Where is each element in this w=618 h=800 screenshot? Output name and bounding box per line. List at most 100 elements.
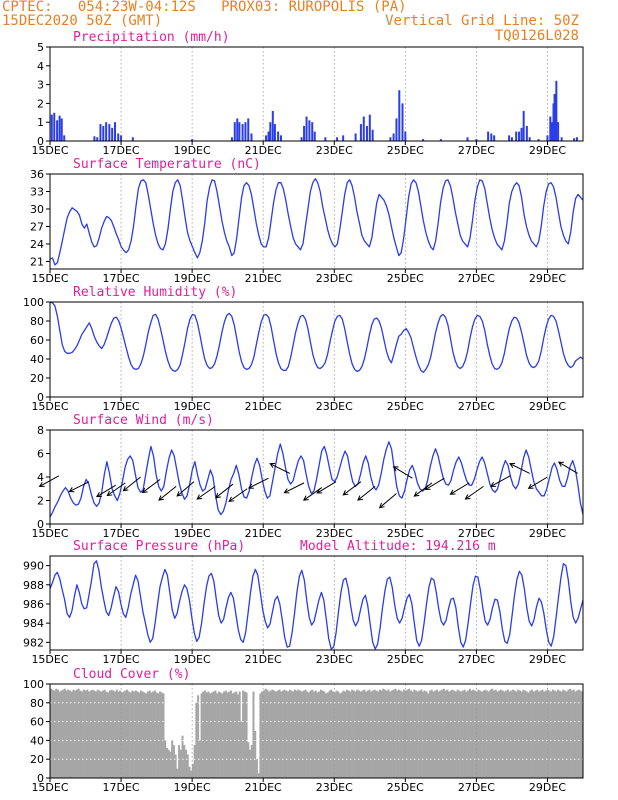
cloud-bar — [245, 692, 248, 778]
cloud-bar — [349, 691, 352, 778]
wind-xtick-label: 21DEC — [245, 527, 282, 540]
precip-bar — [305, 116, 308, 141]
cloud-bar — [94, 691, 98, 778]
wind-arrow — [464, 485, 484, 500]
cloud-bar — [503, 691, 506, 778]
precip-bar — [313, 131, 316, 141]
cloud-bar — [299, 690, 302, 778]
precip-bar — [336, 137, 339, 141]
cloud-bar — [448, 691, 451, 778]
cloud-bar — [524, 690, 527, 778]
cloud-bar — [268, 691, 271, 778]
wind-arrow — [509, 462, 530, 474]
cloud-bar — [278, 689, 281, 778]
cloud-bar — [262, 690, 265, 778]
cloud-bar — [515, 691, 518, 778]
precip-bar — [96, 137, 99, 141]
cloud-bar — [117, 691, 120, 778]
cloud-bar — [383, 689, 387, 778]
cloud-bar — [427, 693, 430, 778]
cloud-bar — [527, 692, 530, 778]
cloud-bar — [238, 691, 241, 778]
cloud-bar — [389, 691, 392, 778]
wind-arrow — [95, 484, 116, 498]
cloud-bar — [243, 691, 246, 778]
cloud-bar — [193, 745, 196, 778]
panel-humidity: Relative Humidity (%) 0 20 40 60 80 100 15DEC 1… — [23, 285, 584, 413]
cloud-bar — [219, 692, 222, 778]
wind-arrow — [342, 481, 362, 496]
cloud-bar — [309, 690, 312, 778]
cloud-bar — [479, 690, 482, 778]
precip-bar — [508, 135, 511, 141]
pres-series-line — [49, 560, 584, 650]
cloud-bar — [283, 689, 286, 778]
cloud-bar — [439, 690, 442, 778]
cloud-xtick-label: 19DEC — [174, 781, 211, 794]
cloud-xtick-label: 17DEC — [103, 781, 140, 794]
cloud-bar — [498, 690, 501, 778]
pres-frame — [49, 555, 584, 651]
cloud-bar — [314, 690, 317, 778]
cloud-bar — [505, 690, 508, 778]
cloud-bar — [98, 690, 101, 778]
cloud-bar — [382, 688, 385, 778]
cloud-bar — [472, 689, 475, 778]
precip-bar — [525, 125, 528, 141]
cloud-bar — [255, 759, 258, 778]
cloud-bar — [56, 689, 59, 778]
cloud-bar — [525, 691, 528, 778]
cloud-bar — [210, 692, 213, 778]
rh-xtick-label: 21DEC — [245, 400, 282, 413]
cloud-bar — [403, 689, 406, 778]
cloud-bar — [425, 691, 428, 778]
precip-bar — [395, 118, 398, 141]
wind-arrow — [392, 466, 413, 479]
precip-bar — [99, 124, 102, 141]
cloud-bar — [557, 689, 560, 778]
cloud-bar — [133, 691, 136, 778]
cloud-bar — [150, 692, 153, 778]
cloud-bar — [550, 691, 553, 778]
cloud-bar — [432, 691, 435, 778]
precip-ytick-label: 1 — [37, 116, 44, 129]
cloud-bar — [570, 690, 573, 778]
pres-xtick-label: 27DEC — [458, 653, 495, 666]
wind-arrow — [247, 477, 269, 489]
wind-arrow — [176, 481, 195, 497]
cloud-bar — [446, 689, 449, 778]
cloud-bar — [560, 691, 563, 778]
cloud-bar — [370, 691, 373, 778]
cloud-bar — [461, 690, 464, 778]
cloud-bar — [252, 691, 255, 778]
cloud-bar — [136, 691, 139, 778]
precip-bar — [311, 122, 314, 141]
cloud-bar — [463, 689, 466, 778]
precip-bar — [362, 116, 365, 141]
cloud-bar — [79, 690, 82, 778]
precip-bar — [546, 135, 549, 141]
cloud-bar — [328, 690, 331, 778]
cloud-bar — [460, 691, 463, 778]
cloud-bar — [437, 691, 440, 778]
cloud-bar — [292, 691, 295, 778]
cloud-bar — [60, 690, 63, 778]
precip-bar — [522, 110, 525, 141]
pres-model-altitude: Model Altitude: 194.216 m — [300, 539, 496, 554]
header-model-code: TQ0126L028 — [495, 28, 579, 44]
wind-arrow — [316, 481, 337, 494]
wind-title: Surface Wind (m/s) — [73, 413, 214, 428]
cloud-bar — [404, 690, 407, 778]
precip-title: Precipitation (mm/h) — [73, 30, 230, 45]
precip-xtick-label: 25DEC — [387, 144, 424, 157]
wind-frame — [49, 429, 584, 525]
wind-xtick-label: 29DEC — [529, 527, 566, 540]
cloud-bar — [422, 691, 425, 778]
cloud-bar — [254, 731, 257, 778]
cloud-bar — [323, 691, 326, 778]
cloud-bar — [482, 690, 485, 778]
cloud-bar — [489, 689, 492, 778]
wind-arrow — [228, 488, 248, 502]
cloud-bar — [224, 690, 227, 778]
cloud-bar — [311, 689, 314, 778]
